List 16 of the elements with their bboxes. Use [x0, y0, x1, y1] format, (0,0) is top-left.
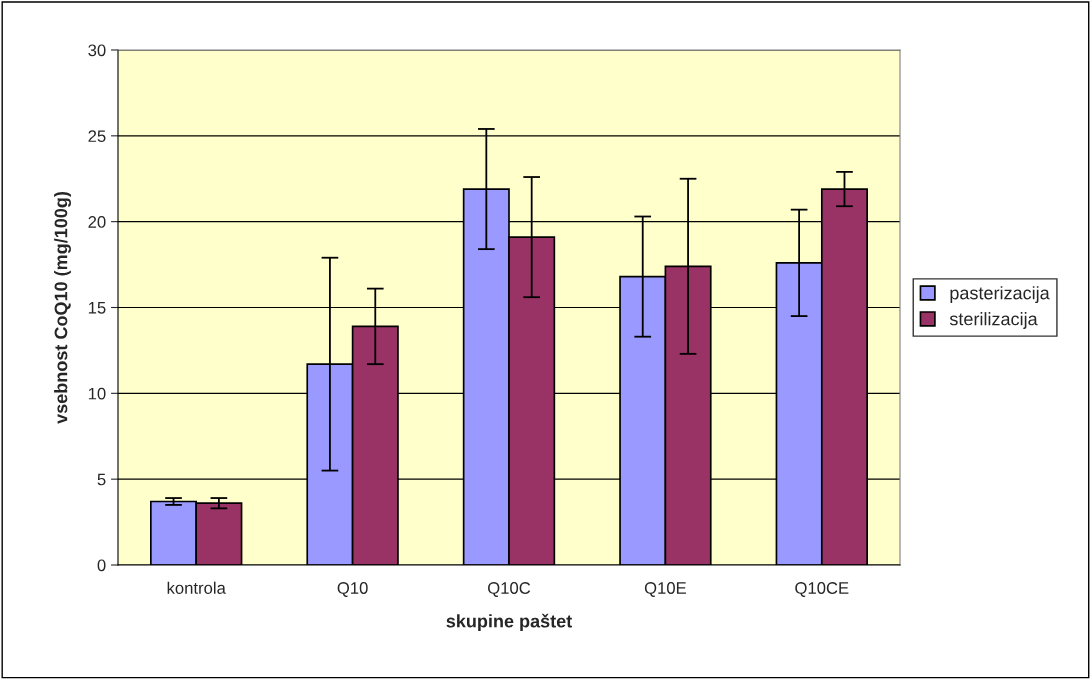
legend-label: pasterizacija — [950, 286, 1050, 303]
y-tick-label: 5 — [97, 473, 106, 486]
y-tick-label: 15 — [88, 302, 106, 314]
legend-label: sterilizacija — [949, 312, 1038, 329]
x-tick-label: Q10C — [488, 582, 531, 597]
y-axis-title: vsebnost CoQ10 (mg/100g) — [54, 192, 71, 424]
y-tick-label: 30 — [88, 44, 106, 57]
x-tick-label: Q10E — [644, 582, 686, 597]
x-tick-label: Q10CE — [795, 582, 849, 597]
x-axis-title: skupine paštet — [446, 613, 572, 632]
y-tick-label: 0 — [97, 559, 106, 572]
y-tick-label: 20 — [88, 216, 106, 228]
y-tick-label: 10 — [88, 387, 106, 400]
y-tick-label: 25 — [88, 130, 106, 143]
x-tick-label: kontrola — [167, 581, 226, 594]
x-tick-label: Q10 — [337, 582, 368, 597]
